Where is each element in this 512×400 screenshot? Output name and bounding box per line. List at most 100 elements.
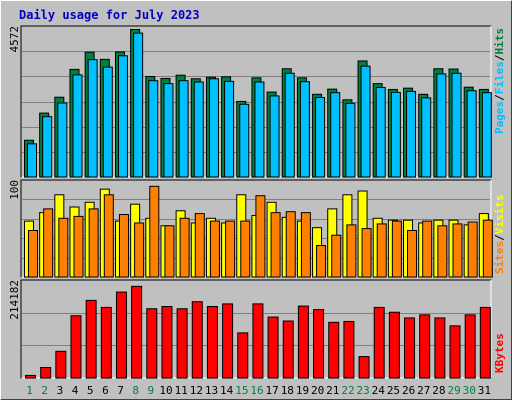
bar-sites [118, 214, 129, 278]
bar-sites [285, 211, 296, 278]
bar-files [239, 103, 250, 178]
bar-kbytes [85, 299, 97, 379]
day-label: 26 [402, 384, 415, 397]
bar-sites [407, 230, 418, 278]
bar-files [390, 91, 401, 178]
bar-sites [452, 223, 463, 278]
bar-kbytes [115, 291, 127, 379]
bar-kbytes [252, 303, 264, 379]
bar-sites [316, 245, 327, 278]
bar-kbytes [146, 308, 158, 379]
day-label: 31 [478, 384, 491, 397]
bar-sites [88, 208, 99, 278]
bar-sites [179, 217, 190, 278]
bar-kbytes [358, 356, 370, 379]
bar-files [178, 80, 189, 178]
bar-sites [194, 213, 205, 278]
bar-kbytes [70, 315, 82, 379]
legend-pages: Pages [493, 101, 506, 134]
day-label: 11 [175, 384, 188, 397]
bar-kbytes [222, 303, 234, 379]
day-label: 22 [341, 384, 354, 397]
bar-sites [58, 217, 69, 278]
bar-files [451, 72, 462, 178]
day-label: 1 [26, 384, 33, 397]
day-labels: 1 2 3 4 5 6 7 8 9 10 11 12 13 14 15 16 17 18 19 20 21 22 23 24 2… [26, 384, 491, 397]
legend-sites-visits: Sites/Visits [493, 195, 506, 275]
bar-files [436, 73, 447, 178]
bar-files [42, 116, 53, 178]
bar-kbytes [40, 367, 52, 379]
day-label: 18 [281, 384, 294, 397]
bar-files [148, 80, 159, 178]
legend-hits-files-pages: Pages/Files/Hits [493, 28, 506, 134]
day-label: 29 [447, 384, 460, 397]
bar-sites [270, 212, 281, 278]
bar-sites [134, 222, 145, 278]
bar-sites [225, 220, 236, 278]
bar-kbytes [25, 374, 36, 379]
bar-files [330, 92, 341, 178]
day-label: 2 [41, 384, 48, 397]
bar-kbytes [267, 316, 279, 379]
bar-files [421, 97, 432, 178]
day-label: 14 [220, 384, 234, 397]
bar-files [375, 87, 386, 178]
bar-sites [437, 225, 448, 278]
bar-files [193, 81, 204, 178]
chart-title: Daily usage for July 2023 [19, 8, 200, 22]
legend-sites: Sites [493, 241, 506, 274]
bar-files [299, 81, 310, 178]
bar-sites [43, 208, 54, 278]
day-label: 28 [432, 384, 445, 397]
bar-files [406, 90, 417, 178]
bar-files [466, 90, 477, 178]
legend-files: Files [493, 61, 506, 94]
bar-files [345, 102, 356, 178]
bar-kbytes [55, 350, 67, 379]
bar-sites [346, 224, 357, 278]
kbytes-ymax-label: 214182 [8, 280, 21, 320]
bar-kbytes [206, 306, 218, 379]
day-label: 6 [102, 384, 109, 397]
day-label: 7 [117, 384, 124, 397]
bar-files [315, 97, 326, 178]
visits-ymax-label: 100 [8, 180, 21, 200]
bar-sites [361, 228, 372, 278]
bar-files [133, 32, 144, 178]
bar-kbytes [176, 308, 188, 379]
bar-sites [28, 230, 38, 278]
day-label: 27 [417, 384, 430, 397]
bar-kbytes [161, 306, 173, 379]
bar-files [269, 95, 280, 178]
bar-files [254, 81, 265, 178]
bar-kbytes [404, 317, 416, 379]
bar-files [208, 78, 219, 178]
bar-sites [331, 234, 342, 278]
bar-files [117, 55, 128, 178]
panel-hits-files [20, 25, 492, 178]
bar-sites [209, 220, 220, 278]
bar-sites [73, 215, 84, 278]
day-label: 21 [326, 384, 339, 397]
bar-kbytes [419, 314, 431, 379]
day-label: 8 [132, 384, 139, 397]
day-label: 24 [372, 384, 386, 397]
bar-kbytes [313, 309, 325, 379]
day-label: 4 [72, 384, 79, 397]
day-label: 25 [387, 384, 400, 397]
bar-kbytes [131, 285, 143, 379]
bar-kbytes [434, 317, 446, 379]
day-label: 3 [57, 384, 64, 397]
bar-sites [164, 225, 175, 278]
bar-kbytes [343, 320, 355, 379]
bar-kbytes [191, 301, 203, 379]
bar-kbytes [464, 314, 476, 379]
day-label: 30 [463, 384, 476, 397]
bar-files [163, 83, 174, 178]
day-label: 9 [148, 384, 155, 397]
bar-files [72, 74, 83, 178]
bar-kbytes [373, 306, 385, 379]
day-label: 15 [235, 384, 248, 397]
